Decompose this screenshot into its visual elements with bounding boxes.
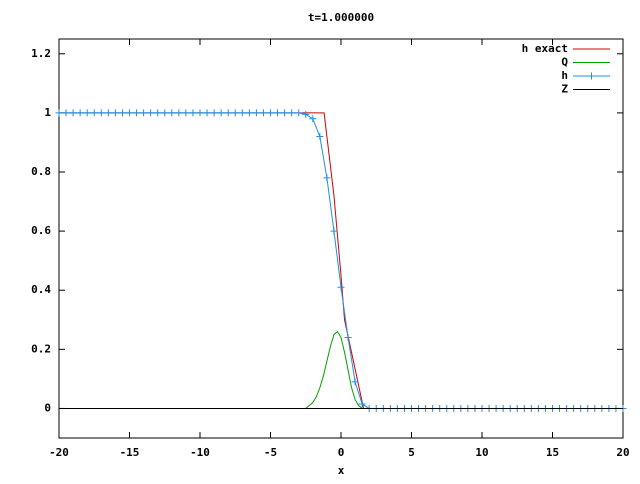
- series-line: [305, 330, 370, 409]
- y-tick-label: 1.2: [31, 47, 51, 60]
- point-marker: [330, 227, 338, 235]
- point-marker: [337, 283, 345, 291]
- point-marker: [323, 174, 331, 182]
- point-marker: [182, 109, 190, 117]
- point-marker: [90, 109, 98, 117]
- point-marker: [358, 400, 366, 408]
- y-tick-label: 0: [44, 401, 51, 414]
- chart-title: t=1.000000: [308, 11, 374, 24]
- point-marker: [83, 109, 91, 117]
- point-marker: [274, 109, 282, 117]
- x-tick-label: 20: [616, 446, 629, 459]
- legend-label: h: [561, 69, 568, 82]
- point-marker: [288, 109, 296, 117]
- point-marker: [154, 109, 162, 117]
- y-tick-label: 1: [44, 106, 51, 119]
- y-tick-label: 0.2: [31, 342, 51, 355]
- legend-label: Z: [561, 83, 568, 96]
- point-marker: [259, 109, 267, 117]
- point-marker: [147, 109, 155, 117]
- x-tick-label: -10: [190, 446, 210, 459]
- point-marker: [62, 109, 70, 117]
- point-marker: [104, 109, 112, 117]
- legend-marker: [588, 72, 595, 80]
- x-tick-label: 10: [475, 446, 488, 459]
- point-marker: [224, 109, 232, 117]
- point-marker: [175, 109, 183, 117]
- point-marker: [196, 109, 204, 117]
- point-marker: [295, 109, 303, 117]
- legend-label: Q: [561, 56, 568, 69]
- y-tick-label: 0.4: [31, 283, 51, 296]
- point-marker: [76, 109, 84, 117]
- point-marker: [55, 109, 63, 117]
- point-marker: [309, 115, 317, 123]
- point-marker: [140, 109, 148, 117]
- x-tick-label: 15: [546, 446, 559, 459]
- point-marker: [69, 109, 77, 117]
- point-marker: [231, 109, 239, 117]
- point-marker: [344, 334, 352, 342]
- point-marker: [252, 109, 260, 117]
- x-tick-label: 5: [408, 446, 415, 459]
- point-marker: [302, 110, 310, 118]
- point-marker: [267, 109, 274, 117]
- point-marker: [238, 109, 246, 117]
- point-marker: [97, 109, 105, 117]
- point-marker: [281, 109, 289, 117]
- series-line: [59, 112, 623, 409]
- point-marker: [168, 109, 176, 117]
- point-marker: [245, 109, 253, 117]
- legend-label: h exact: [522, 42, 568, 55]
- x-tick-label: -5: [264, 446, 277, 459]
- x-tick-label: -20: [49, 446, 69, 459]
- point-marker: [126, 109, 133, 117]
- point-marker: [316, 133, 324, 141]
- point-marker: [133, 109, 141, 117]
- point-marker: [351, 378, 359, 386]
- point-marker: [217, 109, 225, 117]
- plot-border: [58, 38, 624, 439]
- point-marker: [111, 109, 119, 117]
- y-tick-label: 0.8: [31, 165, 51, 178]
- point-marker: [189, 109, 197, 117]
- y-tick-label: 0.6: [31, 224, 51, 237]
- point-marker: [118, 109, 126, 117]
- point-marker: [203, 109, 211, 117]
- x-axis-label: x: [338, 464, 345, 477]
- point-marker: [210, 109, 218, 117]
- x-tick-label: -15: [120, 446, 140, 459]
- x-tick-label: 0: [338, 446, 345, 459]
- point-marker: [161, 109, 169, 117]
- series-line: [59, 112, 623, 409]
